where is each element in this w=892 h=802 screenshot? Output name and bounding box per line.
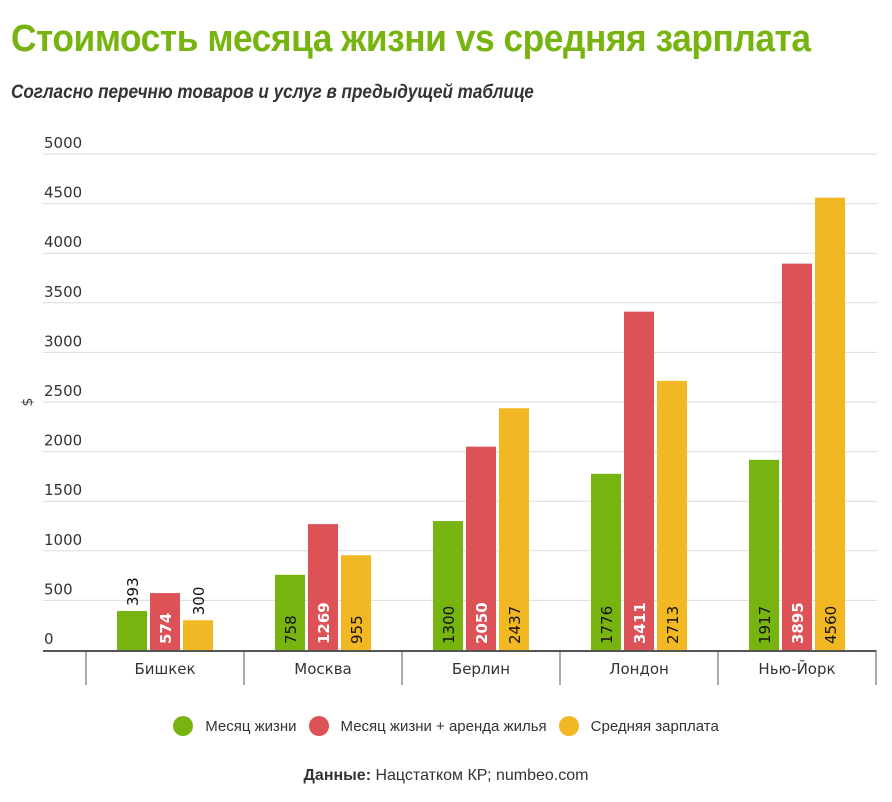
legend-item-living[interactable]: Месяц жизни <box>173 716 297 736</box>
bar-value-label: 1776 <box>598 606 616 644</box>
source-note: Данные: Нацстатком КР; numbeo.com <box>0 767 892 785</box>
legend-label: Средняя зарплата <box>590 717 719 735</box>
chart-subtitle: Согласно перечню товаров и услуг в преды… <box>11 82 534 103</box>
bar-value-label: 955 <box>348 615 366 644</box>
legend-dot-icon <box>558 716 579 736</box>
legend: Месяц жизни Месяц жизни + аренда жилья С… <box>0 716 892 736</box>
bars: 393 574 300 758 1269 955 1300 2050 2437 1776 3411 2… <box>117 197 845 650</box>
y-tick-label: 5000 <box>44 134 82 152</box>
x-tick-label: Берлин <box>452 660 510 678</box>
x-tick-label: Бишкек <box>134 660 195 678</box>
x-tick-label: Нью-Йорк <box>758 659 835 678</box>
x-tick-label: Лондон <box>609 660 669 678</box>
bar-value-label: 2437 <box>506 606 524 644</box>
y-tick-label: 1500 <box>44 481 82 499</box>
bar[interactable] <box>275 574 305 650</box>
source-label: Данные: <box>303 767 372 784</box>
source-text: Нацстатком КР; numbeo.com <box>371 767 589 784</box>
bar[interactable] <box>591 473 621 650</box>
bar[interactable] <box>624 311 654 650</box>
bar[interactable] <box>308 524 338 650</box>
legend-item-salary[interactable]: Средняя зарплата <box>558 716 719 736</box>
bar-value-label: 4560 <box>822 606 840 644</box>
bar[interactable] <box>341 555 371 650</box>
y-axis-label: $ <box>20 398 36 407</box>
y-tick-label: 4500 <box>44 184 82 202</box>
bar[interactable] <box>782 263 812 650</box>
bar[interactable] <box>150 593 180 650</box>
y-tick-label: 3500 <box>44 283 82 301</box>
bar-value-label: 300 <box>190 587 208 616</box>
y-tick-label: 1000 <box>44 531 82 549</box>
bar-value-label: 393 <box>124 577 142 606</box>
legend-label: Месяц жизни + аренда жилья <box>340 717 547 735</box>
bar-value-label: 2713 <box>664 606 682 644</box>
bar[interactable] <box>749 459 779 650</box>
bar-value-label: 3895 <box>789 602 807 644</box>
y-tick-label: 4000 <box>44 233 82 251</box>
x-axis: Бишкек Москва Берлин Лондон Нью-Йорк <box>43 650 877 685</box>
bar-value-label: 2050 <box>473 602 491 644</box>
y-tick-label: 2500 <box>44 382 82 400</box>
y-axis-ticks: 0 500 1000 1500 2000 2500 3000 3500 4000 4500 5000 <box>44 134 82 648</box>
legend-item-living-rent[interactable]: Месяц жизни + аренда жилья <box>308 716 547 736</box>
bar-value-label: 3411 <box>631 602 649 644</box>
bar[interactable] <box>433 521 463 650</box>
bar[interactable] <box>657 380 687 650</box>
legend-dot-icon <box>173 716 194 736</box>
bar-value-label: 758 <box>282 615 300 644</box>
bar-value-label: 1917 <box>756 606 774 644</box>
y-tick-label: 2000 <box>44 432 82 450</box>
chart-title: Стоимость месяца жизни vs средняя зарпла… <box>11 18 811 60</box>
bar-value-label: 1300 <box>440 606 458 644</box>
bar[interactable] <box>815 197 845 650</box>
legend-label: Месяц жизни <box>205 717 297 735</box>
bar[interactable] <box>183 620 213 650</box>
legend-dot-icon <box>308 716 329 736</box>
bar[interactable] <box>117 611 147 650</box>
bar-value-label: 574 <box>157 613 175 644</box>
y-tick-label: 3000 <box>44 332 82 350</box>
bar-value-label: 1269 <box>315 602 333 644</box>
y-tick-label: 0 <box>44 630 54 648</box>
bar[interactable] <box>466 446 496 650</box>
y-tick-label: 500 <box>44 580 73 598</box>
bar[interactable] <box>499 408 529 650</box>
x-tick-label: Москва <box>294 660 351 678</box>
